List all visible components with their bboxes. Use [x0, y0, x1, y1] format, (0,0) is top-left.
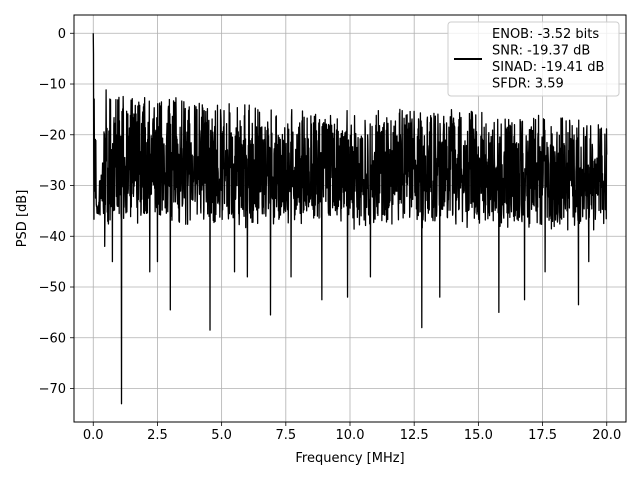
x-tick-label: 10.0 — [336, 428, 365, 443]
x-tick-label: 2.5 — [147, 428, 168, 443]
x-tick-label: 15.0 — [464, 428, 493, 443]
x-tick-label: 20.0 — [592, 428, 621, 443]
x-tick-label: 0.0 — [83, 428, 104, 443]
legend-entry-snr: SNR: -19.37 dB — [492, 44, 590, 59]
y-axis: 0 −10 −20 −30 −40 −50 −60 −70 — [39, 27, 74, 397]
legend-entry-sfdr: SFDR: 3.59 — [492, 77, 564, 92]
legend-box — [447, 21, 620, 97]
y-tick-label: −10 — [39, 78, 66, 93]
y-tick-label: −30 — [39, 179, 66, 194]
x-tick-label: 7.5 — [275, 428, 296, 443]
legend-entry-sinad: SINAD: -19.41 dB — [492, 60, 604, 75]
legend-entry-enob: ENOB: -3.52 bits — [492, 27, 599, 42]
x-axis-label: Frequency [MHz] — [295, 451, 404, 466]
legend: ENOB: -3.52 bits SNR: -19.37 dB SINAD: -… — [447, 21, 620, 97]
y-tick-label: −40 — [39, 230, 66, 245]
x-tick-label: 17.5 — [528, 428, 557, 443]
y-tick-label: −50 — [39, 281, 66, 296]
x-tick-label: 12.5 — [400, 428, 429, 443]
psd-series — [92, 33, 608, 405]
y-tick-label: −70 — [39, 382, 66, 397]
y-tick-label: −60 — [39, 331, 66, 346]
y-axis-label: PSD [dB] — [15, 190, 30, 248]
psd-series-line — [92, 33, 608, 405]
y-tick-label: 0 — [58, 27, 66, 42]
x-axis: 0.0 2.5 5.0 7.5 10.0 12.5 15.0 17.5 20.0 — [83, 422, 621, 443]
x-tick-label: 5.0 — [211, 428, 232, 443]
y-tick-label: −20 — [39, 128, 66, 143]
